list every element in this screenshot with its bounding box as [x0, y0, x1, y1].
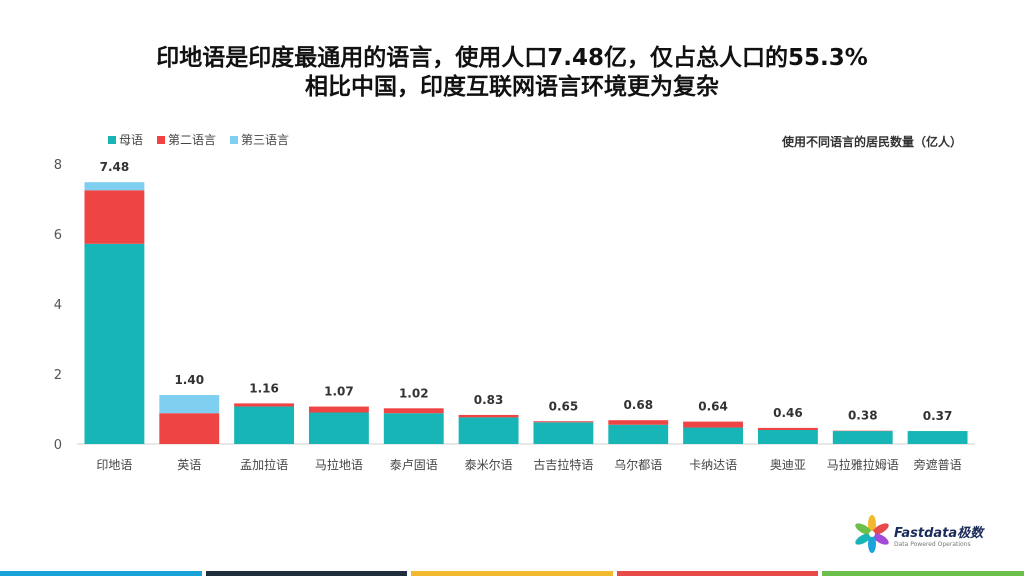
- legend-item-second: 第二语言: [157, 131, 216, 148]
- footer-segment: [0, 571, 202, 576]
- unit-label: 使用不同语言的居民数量（亿人）: [781, 135, 962, 149]
- bar-segment-second: [84, 190, 145, 244]
- legend-label-native: 母语: [119, 133, 144, 147]
- bar-segment-native: [757, 430, 818, 444]
- logo-flower-icon: [855, 515, 889, 553]
- bar-segment-third: [84, 182, 145, 191]
- title-line-1: 印地语是印度最通用的语言，使用人口7.48亿，仅占总人口的55.3%: [156, 45, 868, 71]
- bar-total-label: 0.64: [698, 400, 728, 414]
- bar-segment-second: [683, 421, 744, 428]
- bar-total-label: 0.68: [623, 398, 653, 412]
- x-category-label: 英语: [177, 458, 201, 472]
- bar-total-label: 0.83: [474, 393, 504, 407]
- bar-total-label: 0.37: [923, 409, 953, 423]
- logo-tagline: Data Powered Operations: [894, 541, 971, 548]
- bar-total-label: 1.07: [324, 385, 354, 399]
- x-category-label: 奥迪亚: [770, 458, 806, 472]
- legend-swatch-native: [108, 135, 116, 144]
- footer-segment: [616, 571, 819, 576]
- footer-segment: [822, 571, 1024, 576]
- x-category-label: 泰卢固语: [390, 457, 438, 472]
- bar-segment-native: [533, 422, 594, 444]
- bar-segment-native: [458, 417, 519, 444]
- bar-total-label: 0.65: [549, 399, 579, 413]
- logo: Fastdata极数 Data Powered Operations: [852, 514, 1002, 554]
- x-category-label: 印地语: [96, 458, 132, 472]
- footer-color-bar: [0, 571, 1024, 576]
- bar-total-label: 1.16: [249, 381, 279, 395]
- x-category-label: 卡纳达语: [689, 458, 737, 472]
- y-tick-label: 6: [54, 228, 62, 243]
- bar-total-label: 1.02: [399, 386, 429, 400]
- bar-total-label: 7.48: [100, 160, 130, 174]
- footer-segment: [205, 571, 408, 576]
- y-tick-label: 8: [54, 158, 62, 173]
- legend-label-second: 第二语言: [168, 133, 217, 147]
- legend-item-native: 母语: [108, 131, 143, 148]
- bar-total-label: 1.40: [174, 373, 204, 387]
- x-category-label: 古吉拉特语: [533, 457, 593, 472]
- bar-segment-native: [907, 431, 968, 444]
- logo-name: Fastdata极数: [894, 526, 984, 541]
- x-category-label: 泰米尔语: [465, 457, 513, 472]
- bar-segment-native: [683, 427, 744, 444]
- chart-title: 印地语是印度最通用的语言，使用人口7.48亿，仅占总人口的55.3% 相比中国，…: [0, 44, 1024, 102]
- bar-segment-second: [757, 427, 818, 430]
- bar-segment-native: [383, 413, 444, 444]
- bar-segment-second: [234, 403, 295, 407]
- bar-segment-second: [308, 406, 369, 413]
- legend: 母语 第二语言 第三语言: [108, 131, 289, 148]
- bar-segment-second: [533, 421, 594, 423]
- bar-segment-native: [308, 412, 369, 444]
- bar-total-label: 0.38: [848, 409, 878, 423]
- y-tick-label: 0: [54, 438, 62, 453]
- legend-label-third: 第三语言: [241, 133, 290, 147]
- x-category-label: 孟加拉语: [240, 457, 288, 472]
- bar-segment-second: [383, 408, 444, 414]
- bar-segment-third: [159, 395, 220, 414]
- bar-segment-native: [608, 424, 669, 444]
- bar-total-label: 0.46: [773, 406, 803, 420]
- title-line-2: 相比中国，印度互联网语言环境更为复杂: [305, 74, 719, 100]
- bar-segment-native: [234, 406, 295, 444]
- bar-segment-native: [832, 431, 893, 444]
- footer-segment: [411, 571, 613, 576]
- bar-segment-second: [608, 420, 669, 425]
- x-category-label: 马拉地语: [315, 457, 363, 472]
- bar-segment-second: [458, 414, 519, 418]
- x-category-label: 马拉雅拉姆语: [827, 457, 899, 472]
- legend-swatch-third: [230, 135, 239, 144]
- y-tick-label: 2: [54, 368, 62, 383]
- legend-item-third: 第三语言: [230, 131, 289, 148]
- bar-segment-native: [84, 243, 145, 444]
- legend-swatch-second: [157, 135, 166, 144]
- y-tick-label: 4: [54, 298, 62, 313]
- x-category-label: 乌尔都语: [614, 457, 662, 472]
- bar-segment-second: [159, 413, 220, 444]
- x-category-label: 旁遮普语: [914, 457, 962, 472]
